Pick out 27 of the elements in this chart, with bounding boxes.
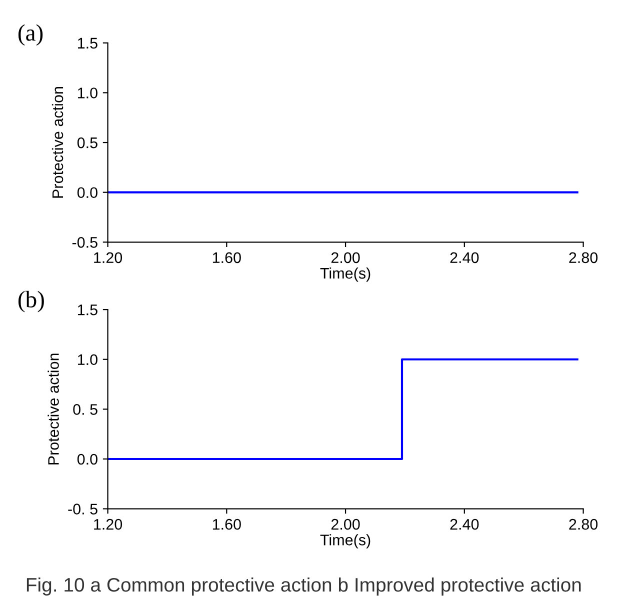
y-axis-title: Protective action (48, 354, 59, 464)
y-tick-label: 1.5 (78, 38, 98, 49)
x-axis-title: Time(s) (320, 534, 370, 548)
x-tick-label: 2.40 (450, 518, 479, 530)
y-tick-label: 0.0 (77, 187, 98, 198)
x-tick-label: 1.20 (94, 518, 122, 530)
caption: Fig. 10 a Common protective action b Improved protective action (26, 577, 581, 596)
x-tick-label: 1.60 (212, 252, 241, 264)
x-tick-label: 2.00 (331, 252, 360, 264)
y-tick-label: -0.5 (72, 237, 98, 248)
x-tick-label: 2.80 (569, 252, 598, 264)
y-tick-label: 1.0 (78, 354, 98, 366)
chart-title: (b) (18, 290, 44, 312)
x-tick-label: 2.00 (331, 518, 360, 530)
y-tick-label: 0.0 (77, 454, 98, 465)
x-tick-label: 2.80 (569, 518, 598, 530)
y-tick-label: 0.5 (77, 137, 98, 148)
y-axis-title: Protective action (52, 87, 64, 198)
y-tick-label: 1.0 (78, 88, 98, 98)
x-axis-title: Time(s) (320, 267, 370, 282)
x-tick-label: 1.60 (212, 518, 241, 530)
y-tick-label: -0. 5 (68, 504, 98, 514)
y-tick-label: 0. 5 (73, 404, 98, 415)
y-tick-label: 1.5 (78, 304, 98, 316)
x-tick-label: 1.20 (94, 252, 122, 264)
chart-title: (a) (18, 24, 43, 46)
x-tick-label: 2.40 (450, 252, 479, 264)
